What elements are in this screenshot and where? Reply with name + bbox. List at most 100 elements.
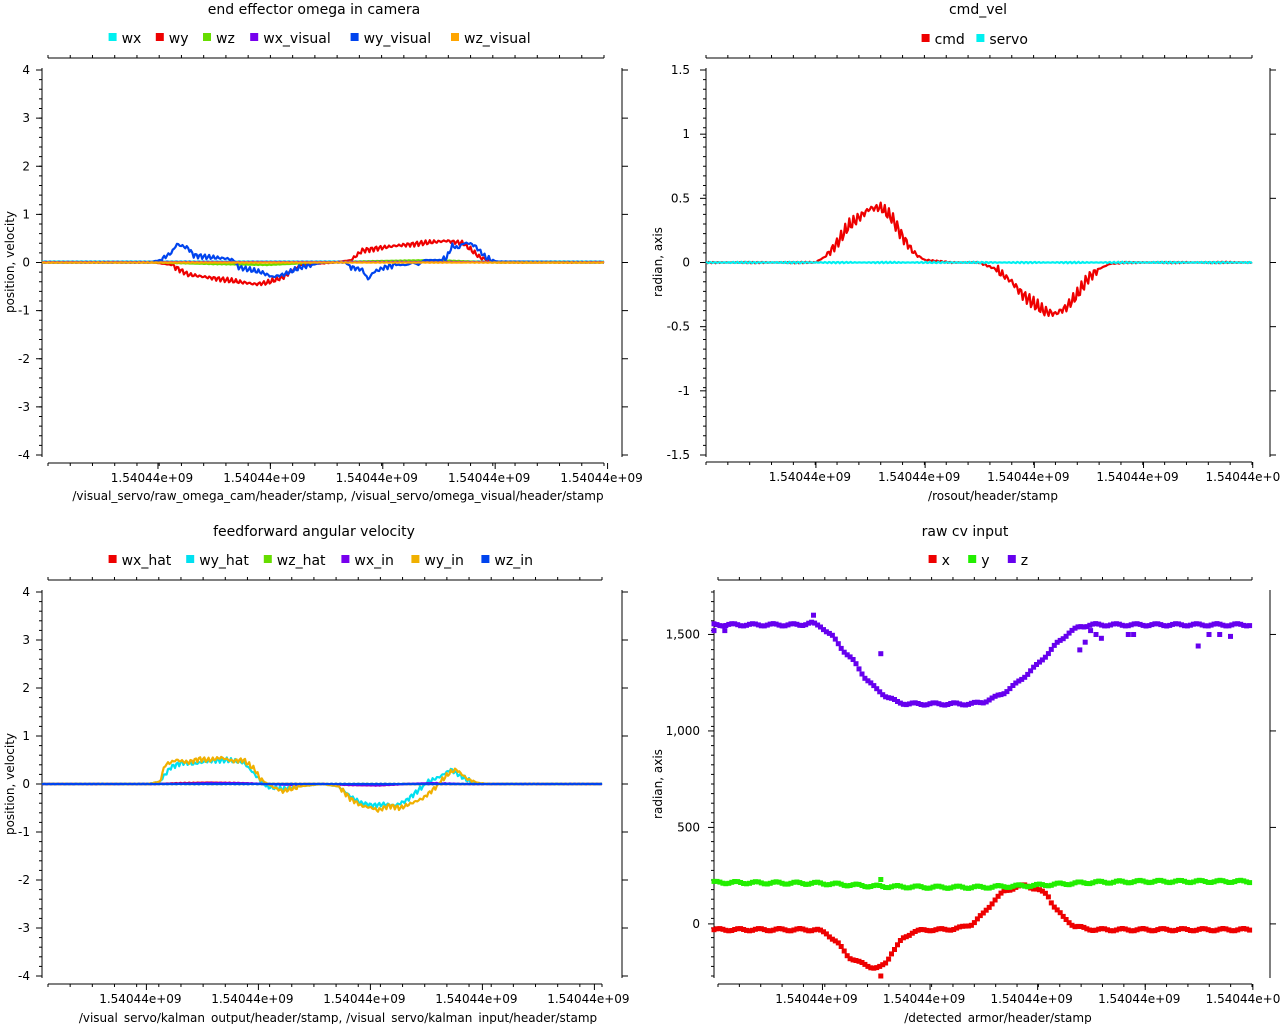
data-point xyxy=(1122,926,1128,932)
data-point xyxy=(915,701,921,706)
data-point xyxy=(744,622,749,628)
chart-panel-cmd-vel: cmd_vel /rosout/header/stamp radian, axi… xyxy=(651,2,1058,503)
data-point xyxy=(951,884,957,890)
data-point xyxy=(1217,632,1223,637)
data-point xyxy=(711,628,717,634)
data-point xyxy=(1223,926,1229,932)
data-point xyxy=(968,922,974,928)
series-line-wz_visual xyxy=(41,261,605,264)
data-point xyxy=(829,881,835,887)
data-point xyxy=(874,965,880,971)
data-point xyxy=(1182,926,1187,932)
legend-swatch xyxy=(976,34,985,42)
y-tick-label: -2 xyxy=(18,873,30,887)
data-point xyxy=(1137,926,1143,932)
x-tick-label: 1.54044e+09 xyxy=(547,992,629,1006)
legend-label: wz_in xyxy=(494,553,533,569)
data-point xyxy=(823,931,829,937)
data-point xyxy=(945,885,951,891)
data-point xyxy=(1202,623,1208,629)
data-point xyxy=(812,620,818,626)
data-point xyxy=(1238,621,1244,627)
data-point xyxy=(1045,651,1051,657)
data-point xyxy=(1161,878,1167,884)
data-point xyxy=(711,878,717,884)
data-point xyxy=(1152,928,1158,934)
data-point xyxy=(844,652,850,658)
data-point xyxy=(945,927,951,933)
legend-label: wx_in xyxy=(354,553,394,569)
data-point xyxy=(1051,642,1057,648)
chart-title: raw cv input xyxy=(922,524,1009,540)
data-point xyxy=(1137,621,1143,627)
data-point xyxy=(957,883,963,889)
data-point xyxy=(995,692,1001,698)
y-tick-label: 1 xyxy=(682,127,690,141)
x-tick-label: 1.54044e+09 xyxy=(769,470,851,484)
data-point xyxy=(1081,624,1087,630)
data-point xyxy=(856,958,862,964)
data-point xyxy=(714,878,720,884)
data-point xyxy=(977,700,983,706)
data-point xyxy=(1217,877,1223,883)
data-point xyxy=(906,885,912,891)
x-tick-label: 1.54044e+09 xyxy=(223,471,305,485)
data-point xyxy=(791,879,797,885)
data-point xyxy=(1229,879,1235,885)
data-point xyxy=(974,699,980,705)
data-point xyxy=(1087,622,1093,628)
data-point xyxy=(966,923,971,929)
data-point xyxy=(1211,879,1217,885)
legend-swatch xyxy=(203,33,211,41)
data-point xyxy=(1184,879,1190,885)
legend-swatch xyxy=(186,555,195,563)
y-axis-label: position, velocity xyxy=(3,733,17,835)
data-point xyxy=(1167,880,1173,886)
data-point xyxy=(1125,927,1131,933)
data-point xyxy=(1122,623,1128,629)
data-point xyxy=(903,885,909,891)
data-point xyxy=(1016,882,1022,888)
x-axis-label: /visual_servo/raw_omega_cam/header/stamp… xyxy=(72,489,603,503)
data-point xyxy=(909,930,915,936)
data-point xyxy=(1039,657,1045,663)
data-point xyxy=(912,700,918,706)
x-tick-label: 1.54044e+09 xyxy=(336,471,418,485)
legend-label: wy xyxy=(169,31,189,47)
data-point xyxy=(1228,633,1233,639)
data-point xyxy=(974,883,980,889)
data-point xyxy=(815,622,821,628)
data-point xyxy=(735,926,741,932)
data-point xyxy=(859,883,865,888)
data-point xyxy=(883,694,889,700)
data-point xyxy=(1232,879,1238,885)
y-tick-label: -1 xyxy=(678,384,690,398)
data-point xyxy=(1196,926,1202,932)
data-point xyxy=(989,884,995,890)
data-point xyxy=(735,622,741,628)
legend-label: wx_hat xyxy=(122,553,172,569)
x-tick-label: 1.54044e+09 xyxy=(987,470,1069,484)
data-point xyxy=(726,621,732,627)
data-point xyxy=(1208,880,1214,885)
data-point xyxy=(1001,691,1007,697)
data-point xyxy=(897,700,903,706)
data-point xyxy=(821,627,826,633)
y-tick-label: 1,000 xyxy=(666,724,700,738)
data-point xyxy=(1235,621,1241,627)
x-tick-label: 1.54044e+09 xyxy=(323,992,405,1006)
data-point xyxy=(1001,884,1007,890)
data-point xyxy=(1155,877,1161,883)
data-point xyxy=(714,926,720,932)
data-point xyxy=(818,927,823,933)
data-point xyxy=(998,890,1004,896)
data-point xyxy=(1078,924,1084,929)
data-point xyxy=(841,649,847,655)
data-point xyxy=(856,666,862,672)
data-point xyxy=(767,621,773,627)
data-point xyxy=(1140,878,1146,884)
y-tick-label: 0 xyxy=(692,917,700,931)
data-point xyxy=(1093,621,1099,627)
legend-swatch xyxy=(350,33,359,41)
data-point xyxy=(921,885,927,891)
